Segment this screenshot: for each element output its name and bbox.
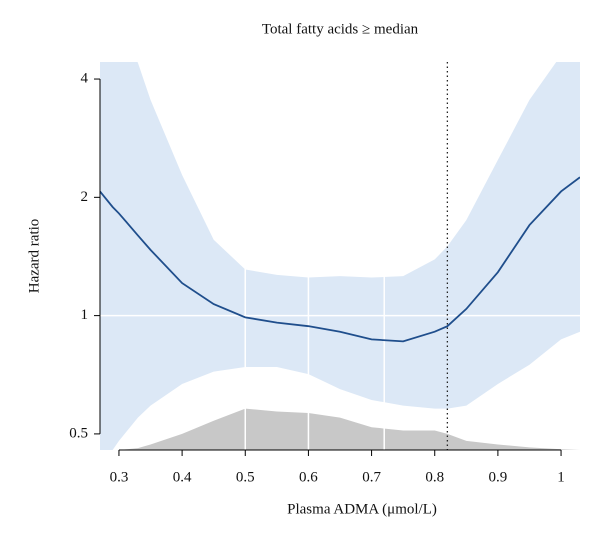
confidence-band	[100, 62, 580, 450]
x-tick-label: 0.9	[489, 469, 508, 485]
chart-title: Total fatty acids ≥ median	[262, 21, 419, 37]
x-tick-label: 0.6	[299, 469, 318, 485]
y-tick-label: 4	[81, 70, 89, 86]
density-area	[100, 408, 580, 450]
x-tick-label: 1	[557, 469, 565, 485]
hazard-line	[100, 176, 580, 343]
y-axis-label: Hazard ratio	[26, 219, 42, 294]
y-tick-label: 0.5	[69, 425, 88, 441]
y-tick-label: 2	[81, 189, 89, 205]
x-tick-label: 0.5	[236, 469, 255, 485]
x-tick-label: 0.3	[110, 469, 129, 485]
x-tick-label: 0.4	[173, 469, 192, 485]
x-tick-label: 0.8	[425, 469, 444, 485]
x-tick-label: 0.7	[362, 469, 381, 485]
plot-area	[100, 62, 580, 450]
y-tick-label: 1	[81, 307, 89, 323]
x-axis-label: Plasma ADMA (μmol/L)	[287, 501, 437, 517]
